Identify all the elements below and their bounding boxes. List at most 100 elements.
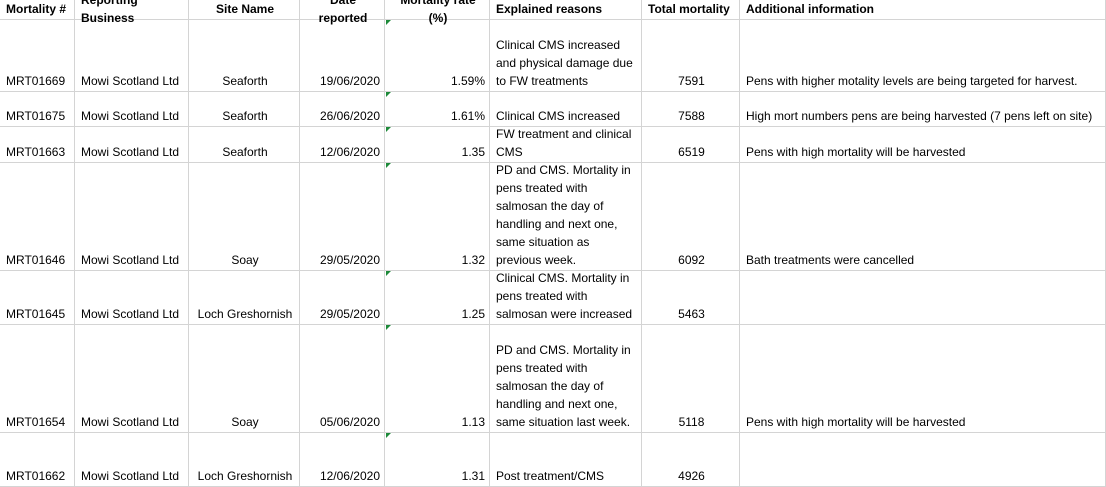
mortality-rate: 1.25 bbox=[385, 271, 490, 325]
reporting-business: Mowi Scotland Ltd bbox=[75, 271, 189, 325]
column-header: Additional information bbox=[740, 0, 1106, 20]
additional-information-text: Bath treatments were cancelled bbox=[746, 253, 915, 267]
mortality-rate: 1.35 bbox=[385, 127, 490, 163]
reporting-business-text: Mowi Scotland Ltd bbox=[81, 109, 180, 123]
reporting-business: Mowi Scotland Ltd bbox=[75, 325, 189, 433]
explained-reasons-text: Clinical CMS. Mortality in pens treated … bbox=[496, 271, 633, 321]
site-name: Loch Greshornish bbox=[189, 271, 300, 325]
reporting-business: Mowi Scotland Ltd bbox=[75, 163, 189, 271]
explained-reasons-text: FW treatment and clinical CMS bbox=[496, 127, 632, 159]
additional-information bbox=[740, 433, 1106, 487]
additional-information: Pens with high mortality will be harvest… bbox=[740, 127, 1106, 163]
explained-reasons-text: Clinical CMS increased and physical dama… bbox=[496, 38, 633, 88]
mortality-rate-text: 1.61% bbox=[450, 109, 485, 123]
date-reported-text: 29/05/2020 bbox=[319, 307, 380, 321]
cell-indicator bbox=[386, 163, 391, 168]
cell-indicator bbox=[386, 271, 391, 276]
mortality-rate: 1.31 bbox=[385, 433, 490, 487]
site-name-text: Loch Greshornish bbox=[197, 469, 293, 483]
date-reported: 12/06/2020 bbox=[300, 127, 385, 163]
mortality-id-text: MRT01675 bbox=[6, 109, 66, 123]
explained-reasons-text: PD and CMS. Mortality in pens treated wi… bbox=[496, 163, 631, 267]
total-mortality-text: 4926 bbox=[678, 469, 705, 483]
mortality-id: MRT01646 bbox=[0, 163, 75, 271]
mortality-id-text: MRT01663 bbox=[6, 145, 66, 159]
column-header-text: Explained reasons bbox=[496, 2, 603, 16]
column-header-text: Reporting Business bbox=[81, 0, 138, 25]
cell-indicator bbox=[386, 325, 391, 330]
reporting-business-text: Mowi Scotland Ltd bbox=[81, 415, 180, 429]
date-reported: 05/06/2020 bbox=[300, 325, 385, 433]
date-reported-text: 26/06/2020 bbox=[319, 109, 380, 123]
reporting-business-text: Mowi Scotland Ltd bbox=[81, 253, 180, 267]
explained-reasons: PD and CMS. Mortality in pens treated wi… bbox=[490, 163, 642, 271]
column-header-text: Total mortality bbox=[648, 2, 730, 16]
reporting-business: Mowi Scotland Ltd bbox=[75, 92, 189, 127]
explained-reasons: Clinical CMS. Mortality in pens treated … bbox=[490, 271, 642, 325]
total-mortality: 5463 bbox=[642, 271, 740, 325]
site-name: Soay bbox=[189, 163, 300, 271]
mortality-id-text: MRT01669 bbox=[6, 74, 66, 88]
mortality-rate: 1.32 bbox=[385, 163, 490, 271]
mortality-rate: 1.13 bbox=[385, 325, 490, 433]
column-header-text: Mortality rate (%) bbox=[400, 0, 476, 25]
site-name: Soay bbox=[189, 325, 300, 433]
explained-reasons: PD and CMS. Mortality in pens treated wi… bbox=[490, 325, 642, 433]
column-header: Total mortality bbox=[642, 0, 740, 20]
total-mortality: 6092 bbox=[642, 163, 740, 271]
mortality-rate-text: 1.35 bbox=[461, 145, 485, 159]
site-name-text: Seaforth bbox=[222, 74, 268, 88]
additional-information-text: High mort numbers pens are being harvest… bbox=[746, 109, 1093, 123]
mortality-rate-text: 1.25 bbox=[461, 307, 485, 321]
site-name-text: Loch Greshornish bbox=[197, 307, 293, 321]
reporting-business: Mowi Scotland Ltd bbox=[75, 127, 189, 163]
total-mortality-text: 5118 bbox=[678, 415, 705, 429]
date-reported-text: 12/06/2020 bbox=[319, 469, 380, 483]
explained-reasons-text: Clinical CMS increased bbox=[496, 109, 621, 123]
site-name: Seaforth bbox=[189, 127, 300, 163]
column-header-text: Mortality # bbox=[6, 2, 67, 16]
reporting-business-text: Mowi Scotland Ltd bbox=[81, 307, 180, 321]
column-header: Reporting Business bbox=[75, 0, 189, 25]
column-header: Explained reasons bbox=[490, 0, 642, 20]
additional-information: Pens with higher motality levels are bei… bbox=[740, 20, 1106, 92]
date-reported: 29/05/2020 bbox=[300, 163, 385, 271]
site-name-text: Soay bbox=[231, 253, 259, 267]
date-reported: 26/06/2020 bbox=[300, 92, 385, 127]
mortality-id-text: MRT01654 bbox=[6, 415, 66, 429]
total-mortality-text: 7591 bbox=[678, 74, 705, 88]
date-reported-text: 19/06/2020 bbox=[319, 74, 380, 88]
total-mortality-text: 6092 bbox=[678, 253, 705, 267]
mortality-rate-text: 1.32 bbox=[461, 253, 485, 267]
site-name-text: Seaforth bbox=[222, 145, 268, 159]
additional-information: Bath treatments were cancelled bbox=[740, 163, 1106, 271]
mortality-id: MRT01662 bbox=[0, 433, 75, 487]
mortality-id-text: MRT01645 bbox=[6, 307, 66, 321]
additional-information: High mort numbers pens are being harvest… bbox=[740, 92, 1106, 127]
explained-reasons: FW treatment and clinical CMS bbox=[490, 127, 642, 163]
mortality-id-text: MRT01662 bbox=[6, 469, 66, 483]
date-reported-text: 12/06/2020 bbox=[319, 145, 380, 159]
total-mortality: 6519 bbox=[642, 127, 740, 163]
date-reported-text: 05/06/2020 bbox=[319, 415, 380, 429]
column-header: Site Name bbox=[189, 0, 300, 20]
reporting-business: Mowi Scotland Ltd bbox=[75, 20, 189, 92]
column-header: Mortality rate (%) bbox=[385, 0, 490, 25]
mortality-rate: 1.59% bbox=[385, 20, 490, 92]
additional-information-text: Pens with high mortality will be harvest… bbox=[746, 145, 966, 159]
total-mortality-text: 5463 bbox=[678, 307, 705, 321]
column-header-text: Additional information bbox=[746, 2, 874, 16]
date-reported: 12/06/2020 bbox=[300, 433, 385, 487]
additional-information-text: Pens with higher motality levels are bei… bbox=[746, 74, 1078, 88]
total-mortality: 4926 bbox=[642, 433, 740, 487]
explained-reasons-text: Post treatment/CMS bbox=[496, 469, 605, 483]
site-name-text: Soay bbox=[231, 415, 259, 429]
additional-information: Pens with high mortality will be harvest… bbox=[740, 325, 1106, 433]
total-mortality: 5118 bbox=[642, 325, 740, 433]
cell-indicator bbox=[386, 127, 391, 132]
column-header: Mortality # bbox=[0, 0, 75, 20]
mortality-rate: 1.61% bbox=[385, 92, 490, 127]
date-reported: 29/05/2020 bbox=[300, 271, 385, 325]
mortality-rate-text: 1.59% bbox=[450, 74, 485, 88]
